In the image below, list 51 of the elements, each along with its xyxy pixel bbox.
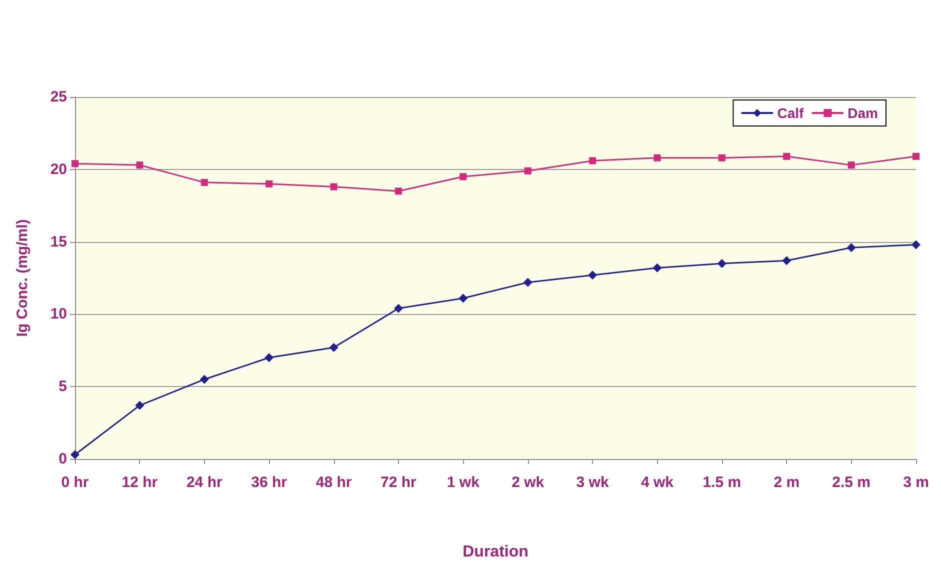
x-tick-label: 3 m <box>903 474 929 491</box>
x-tick-label: 1.5 m <box>702 474 742 491</box>
x-tick-label: 2.5 m <box>832 474 870 491</box>
point <box>523 278 532 287</box>
point <box>912 152 920 160</box>
point <box>200 178 208 186</box>
x-tick-label: 2 m <box>774 474 800 491</box>
point <box>266 180 273 188</box>
y-axis-title: Ig Conc. (mg/ml) <box>14 219 31 337</box>
point <box>912 240 920 250</box>
point <box>848 162 855 169</box>
point <box>330 183 338 190</box>
point <box>458 294 468 303</box>
point <box>264 353 274 362</box>
x-tick-label: 12 hr <box>122 474 158 491</box>
point <box>652 263 662 272</box>
point <box>654 154 661 162</box>
point <box>717 259 726 268</box>
x-tick-label: 0 hr <box>61 474 89 491</box>
y-tick-label: 20 <box>50 160 67 178</box>
y-tick-label: 15 <box>50 233 67 250</box>
x-tick-label: 1 wk <box>446 474 480 491</box>
point <box>329 343 338 352</box>
point <box>394 188 402 195</box>
point <box>588 270 598 280</box>
y-tick-label: 10 <box>50 306 67 323</box>
y-tick-label: 0 <box>58 450 67 468</box>
point <box>394 304 403 313</box>
point <box>200 374 209 384</box>
x-tick-label: 4 wk <box>640 474 674 491</box>
x-tick-label: 3 wk <box>576 474 610 491</box>
x-tick-label: 48 hr <box>316 474 352 491</box>
legend-label: Calf <box>777 105 804 121</box>
x-tick-label: 36 hr <box>251 474 288 491</box>
point <box>72 160 78 168</box>
y-tick-label: 25 <box>50 88 67 106</box>
point <box>782 256 792 266</box>
x-tick-label: 2 wk <box>512 474 545 491</box>
x-axis-title: Duration <box>462 544 528 560</box>
point <box>135 400 144 410</box>
point <box>718 154 726 162</box>
point <box>846 243 856 252</box>
point <box>460 173 467 180</box>
point <box>136 162 144 169</box>
point <box>589 157 596 164</box>
legend-label: Dam <box>848 105 878 121</box>
point <box>524 167 532 174</box>
x-tick-label: 72 hr <box>380 474 417 491</box>
point <box>783 152 790 160</box>
y-tick-label: 5 <box>58 378 67 396</box>
x-tick-label: 24 hr <box>186 474 222 491</box>
